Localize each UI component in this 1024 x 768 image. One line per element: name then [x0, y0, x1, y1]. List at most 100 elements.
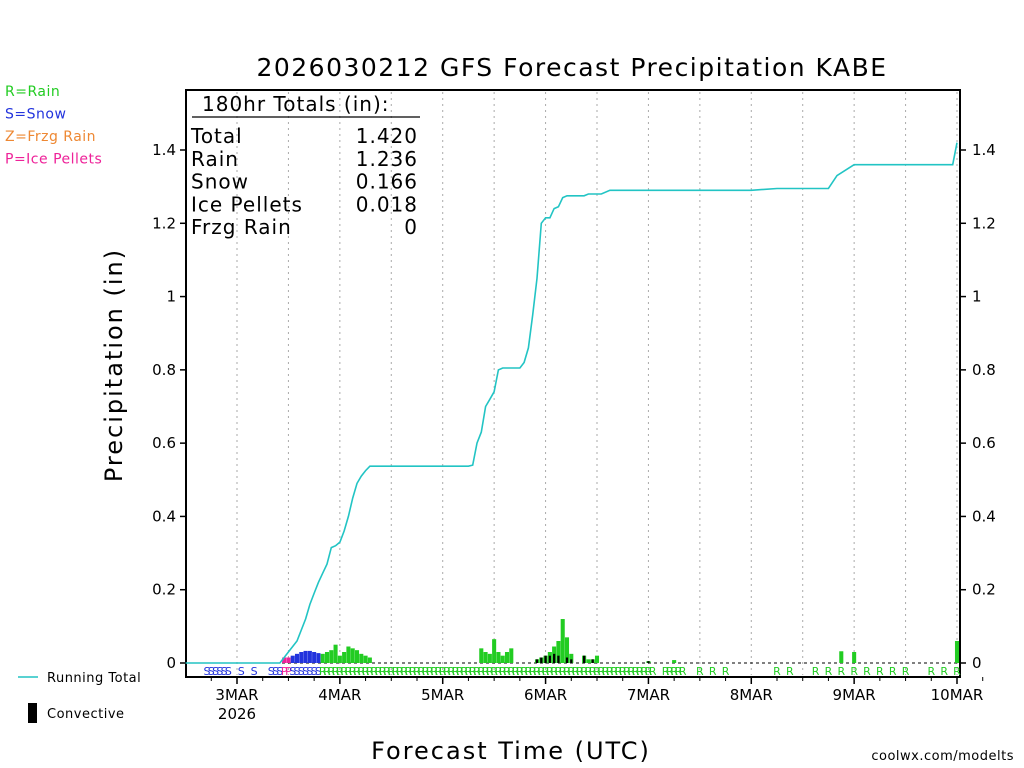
ptype-marker: R [366, 665, 374, 678]
ptype-marker: R [585, 665, 593, 678]
precip-bar [294, 653, 300, 663]
y-axis-label: Precipitation (in) [100, 248, 128, 482]
ptype-marker: S [221, 665, 228, 678]
precip-bar [594, 655, 600, 663]
totals-row-label: Total [190, 124, 243, 148]
ptype-marker: R [602, 665, 610, 678]
precip-bar [487, 653, 492, 663]
convective-bar [557, 655, 560, 663]
ptype-marker: R [332, 665, 340, 678]
plot-frame [185, 89, 961, 678]
ptype-marker: R [576, 665, 584, 678]
precip-bar [290, 655, 295, 663]
ptype-marker: R [876, 665, 884, 678]
ptype-marker: R [520, 665, 528, 678]
precip-bar [504, 652, 510, 663]
y-tick-label: 1.4 [972, 141, 996, 159]
legend-bar-swatch [28, 703, 37, 723]
credit-text: coolwx.com/modelts [871, 749, 1014, 764]
ptype-marker: R [533, 665, 541, 678]
totals-row-value: 0 [404, 215, 418, 239]
ptype-marker: R [627, 665, 635, 678]
precip-bar [346, 646, 351, 663]
precip-bar [299, 652, 304, 663]
x-tick-label: 5MAR [421, 686, 464, 704]
ptype-marker: S [225, 665, 232, 678]
ptype-marker: R [722, 665, 730, 678]
ptype-marker: R [559, 665, 567, 678]
ptype-marker: R [537, 665, 545, 678]
type-key-entry: P=Ice Pellets [5, 152, 102, 168]
ptype-marker: R [477, 665, 485, 678]
ptype-marker: R [353, 665, 361, 678]
ptype-marker: S [298, 665, 305, 678]
ptype-marker: R [349, 665, 357, 678]
ptype-marker: R [632, 665, 640, 678]
ptype-marker: R [542, 665, 550, 678]
ptype-marker: R [645, 665, 653, 678]
ptype-marker: R [417, 665, 425, 678]
ptype-marker: S [294, 665, 301, 678]
ptype-marker: S [289, 665, 296, 678]
ptype-marker: R [499, 665, 507, 678]
y-tick-label: 0.6 [152, 434, 176, 452]
ptype-marker: R [426, 665, 434, 678]
ptype-marker: R [422, 665, 430, 678]
convective-bar [540, 657, 543, 663]
type-key-entry: Z=Frzg Rain [5, 129, 96, 145]
y-tick-label: 0.6 [972, 434, 996, 452]
y-tick-label: 0 [972, 654, 982, 672]
legend-running-total: Running Total [47, 671, 141, 686]
convective-bar [583, 655, 586, 663]
ptype-marker: S [216, 665, 223, 678]
ptype-marker: R [439, 665, 447, 678]
totals-row-value: 0.166 [356, 170, 418, 194]
ptype-marker: S [272, 665, 279, 678]
ptype-marker: R [375, 665, 383, 678]
totals-row-label: Snow [191, 170, 249, 194]
ptype-marker: R [357, 665, 365, 678]
ptype-marker: R [473, 665, 481, 678]
ptype-marker: R [379, 665, 387, 678]
ptype-marker: R [786, 665, 794, 678]
ptype-marker: R [460, 665, 468, 678]
precip-bar [492, 639, 497, 663]
y-tick-label: 1.2 [972, 214, 996, 232]
precip-bar [564, 637, 570, 663]
ptype-marker: R [889, 665, 897, 678]
ptype-marker: S [268, 665, 275, 678]
ptype-marker: R [516, 665, 524, 678]
y-tick-label: 0.4 [972, 507, 996, 525]
ptype-marker: R [443, 665, 451, 678]
ptype-marker: R [555, 665, 563, 678]
ptype-marker: S [315, 665, 322, 678]
precip-bar [560, 619, 565, 663]
ptype-marker: S [306, 665, 313, 678]
precip-bar [307, 650, 312, 663]
running-total-line [185, 142, 958, 664]
x-tick-label: 6MAR [524, 686, 567, 704]
ptype-marker: R [953, 665, 961, 678]
ptype-marker: R [863, 665, 871, 678]
precip-bar [500, 655, 505, 663]
ptype-marker: R [636, 665, 644, 678]
gridlines [236, 92, 958, 675]
x-tick-label: 4MAR [318, 686, 361, 704]
x-tick-label: 10MAR [931, 686, 984, 704]
ptype-marker: R [405, 665, 413, 678]
y-tick-label: 1 [166, 288, 176, 306]
ptype-marker: R [666, 665, 674, 678]
ptype-marker: R [670, 665, 678, 678]
y-tick-label: 0.2 [152, 581, 176, 599]
ptype-marker: R [370, 665, 378, 678]
ptype-marker: R [503, 665, 511, 678]
ptype-marker: R [413, 665, 421, 678]
x-tick-label: 3MAR [215, 686, 258, 704]
precip-bar [672, 660, 677, 663]
ptype-marker: R [615, 665, 623, 678]
convective-bars [535, 653, 650, 663]
ptype-marker: R [610, 665, 618, 678]
precip-bar [320, 653, 325, 663]
ptype-marker: R [387, 665, 395, 678]
precip-bar [954, 641, 960, 663]
